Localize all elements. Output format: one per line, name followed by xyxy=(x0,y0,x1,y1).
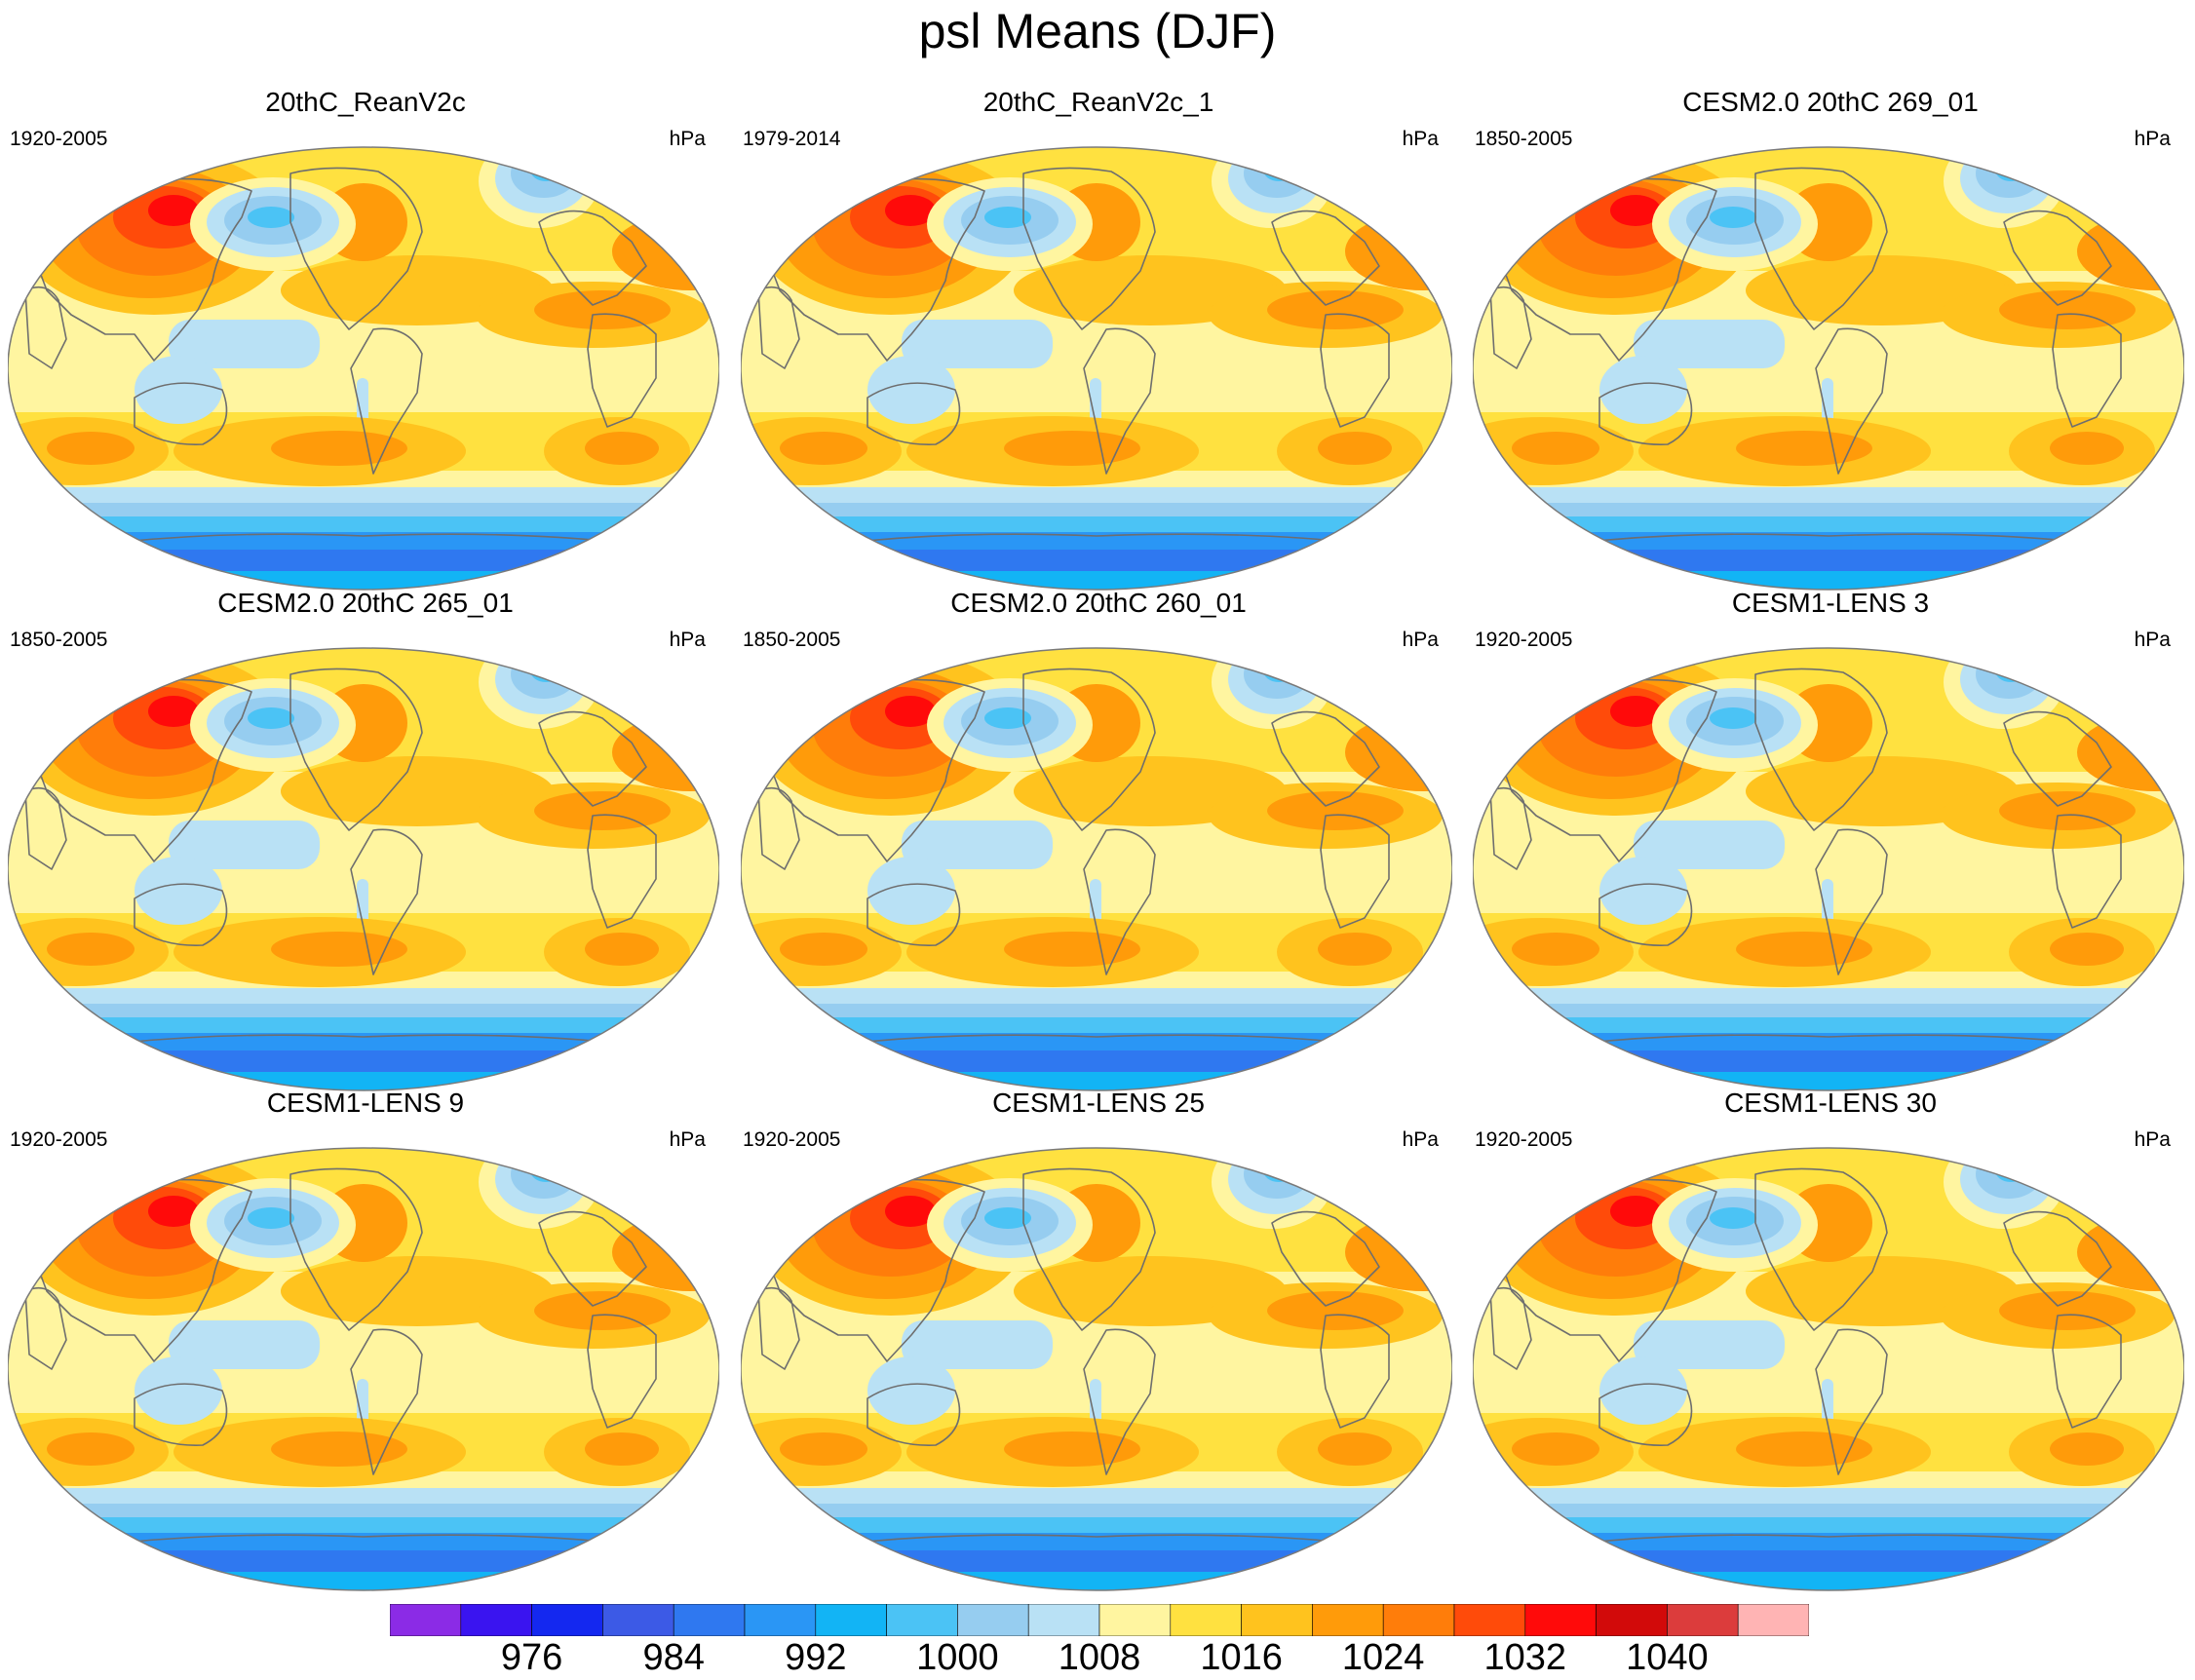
map-panel: CESM2.0 20thC 260_01 1850-2005 hPa xyxy=(733,587,1464,1091)
panel-title: CESM1-LENS 25 xyxy=(992,1088,1205,1118)
colorbar-label: 1008 xyxy=(1058,1637,1141,1678)
colorbar-swatch xyxy=(1027,1604,1100,1636)
colorbar-label: 1040 xyxy=(1626,1637,1709,1678)
map-panel: CESM1-LENS 30 1920-2005 hPa xyxy=(1465,1087,2195,1591)
psl-map xyxy=(1473,647,2184,1091)
map-panel: CESM1-LENS 25 1920-2005 hPa xyxy=(733,1087,1464,1591)
colorbar-swatch xyxy=(1241,1604,1313,1636)
map-panel: 20thC_ReanV2c 1920-2005 hPa xyxy=(0,86,731,591)
panel-units: hPa xyxy=(669,1128,706,1151)
colorbar xyxy=(390,1604,1809,1636)
colorbar-label: 976 xyxy=(500,1637,563,1678)
panel-units: hPa xyxy=(2134,1128,2171,1151)
panel-units: hPa xyxy=(1402,629,1439,651)
panel-period: 1850-2005 xyxy=(743,629,841,651)
colorbar-swatch xyxy=(1596,1604,1668,1636)
panel-units: hPa xyxy=(669,629,706,651)
panel-units: hPa xyxy=(1402,128,1439,150)
psl-map xyxy=(741,1147,1452,1591)
colorbar-swatches xyxy=(390,1604,1809,1636)
colorbar-swatch xyxy=(602,1604,674,1636)
panel-units: hPa xyxy=(1402,1128,1439,1151)
colorbar-swatch xyxy=(1312,1604,1384,1636)
colorbar-label: 992 xyxy=(785,1637,847,1678)
panel-period: 1850-2005 xyxy=(10,629,108,651)
colorbar-label: 984 xyxy=(642,1637,705,1678)
panel-period: 1920-2005 xyxy=(10,128,108,150)
colorbar-swatch xyxy=(886,1604,958,1636)
psl-map xyxy=(8,146,719,591)
colorbar-swatch xyxy=(1524,1604,1597,1636)
colorbar-swatch xyxy=(1453,1604,1526,1636)
psl-map xyxy=(1473,146,2184,591)
panel-title: CESM2.0 20thC 265_01 xyxy=(217,588,514,618)
colorbar-swatch xyxy=(1382,1604,1455,1636)
panel-period: 1920-2005 xyxy=(1475,1128,1573,1151)
map-panel: CESM2.0 20thC 265_01 1850-2005 hPa xyxy=(0,587,731,1091)
psl-map xyxy=(741,146,1452,591)
figure-title: psl Means (DJF) xyxy=(918,4,1277,58)
psl-map xyxy=(8,1147,719,1591)
panel-title: CESM2.0 20thC 269_01 xyxy=(1682,87,1979,117)
panel-units: hPa xyxy=(2134,629,2171,651)
colorbar-label: 1024 xyxy=(1341,1637,1425,1678)
colorbar-swatch xyxy=(1170,1604,1242,1636)
psl-map xyxy=(1473,1147,2184,1591)
panel-title: CESM1-LENS 30 xyxy=(1724,1088,1937,1118)
colorbar-swatch xyxy=(531,1604,603,1636)
panel-title: CESM2.0 20thC 260_01 xyxy=(950,588,1247,618)
colorbar-swatch xyxy=(815,1604,887,1636)
colorbar-swatch xyxy=(1667,1604,1739,1636)
panel-period: 1920-2005 xyxy=(743,1128,841,1151)
colorbar-swatch xyxy=(390,1604,462,1636)
map-panel: CESM1-LENS 3 1920-2005 hPa xyxy=(1465,587,2195,1091)
panel-title: 20thC_ReanV2c xyxy=(265,87,466,117)
map-panel: CESM2.0 20thC 269_01 1850-2005 hPa xyxy=(1465,86,2195,591)
colorbar-swatch xyxy=(1737,1604,1809,1636)
colorbar-swatch xyxy=(957,1604,1029,1636)
colorbar-label: 1000 xyxy=(916,1637,999,1678)
map-panel: 20thC_ReanV2c_1 1979-2014 hPa xyxy=(733,86,1464,591)
colorbar-labels: 976 984 992 1000 1008 1016 1024 1032 1040 xyxy=(390,1637,1809,1680)
panel-title: 20thC_ReanV2c_1 xyxy=(982,87,1214,117)
colorbar-swatch xyxy=(673,1604,746,1636)
panel-period: 1850-2005 xyxy=(1475,128,1573,150)
colorbar-label: 1016 xyxy=(1200,1637,1283,1678)
panel-units: hPa xyxy=(669,128,706,150)
panel-period: 1920-2005 xyxy=(1475,629,1573,651)
colorbar-label: 1032 xyxy=(1483,1637,1567,1678)
colorbar-swatch xyxy=(744,1604,817,1636)
panel-period: 1920-2005 xyxy=(10,1128,108,1151)
panel-period: 1979-2014 xyxy=(743,128,841,150)
colorbar-swatch xyxy=(1098,1604,1172,1636)
psl-map xyxy=(741,647,1452,1091)
panel-title: CESM1-LENS 3 xyxy=(1731,588,1930,618)
psl-map xyxy=(8,647,719,1091)
map-panel: CESM1-LENS 9 1920-2005 hPa xyxy=(0,1087,731,1591)
colorbar-swatch xyxy=(460,1604,532,1636)
panel-units: hPa xyxy=(2134,128,2171,150)
panel-title: CESM1-LENS 9 xyxy=(266,1088,465,1118)
